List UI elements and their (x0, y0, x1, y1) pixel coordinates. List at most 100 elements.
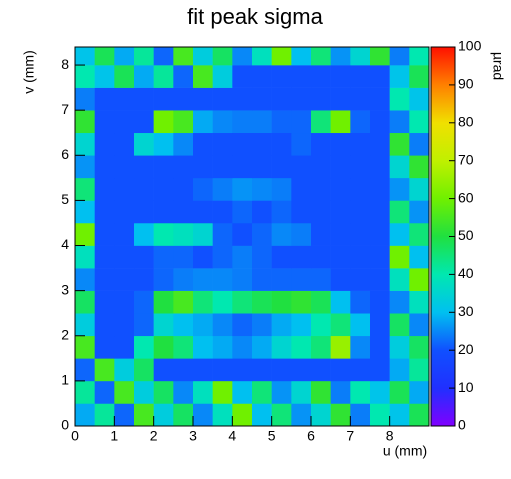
heatmap-cell (291, 200, 312, 224)
heatmap-cell (389, 132, 410, 156)
heatmap-cell (94, 132, 115, 156)
heatmap-cell (153, 222, 174, 246)
heatmap-cell (75, 132, 95, 156)
heatmap-cell (330, 155, 351, 179)
heatmap-cell (193, 47, 213, 66)
heatmap-cell (212, 110, 233, 134)
heatmap-cell (173, 132, 194, 156)
heatmap-cell (75, 65, 95, 88)
heatmap-cell (212, 268, 233, 291)
heatmap-cell (114, 335, 135, 359)
heatmap-cell (114, 222, 135, 246)
heatmap-cell (291, 313, 312, 337)
heatmap-cell (193, 177, 213, 201)
heatmap-cell (75, 268, 95, 291)
heatmap-cell (232, 132, 253, 156)
heatmap-cell (232, 403, 253, 427)
heatmap-cell (409, 268, 430, 291)
heatmap-cell (252, 222, 272, 246)
heatmap-cell (409, 47, 430, 66)
heatmap-cell (330, 222, 351, 246)
heatmap-cell (173, 313, 194, 337)
heatmap-cell (389, 65, 410, 88)
heatmap-cell (350, 87, 371, 111)
heatmap-cell (271, 268, 292, 291)
heatmap-cell (350, 65, 371, 88)
heatmap-cell (330, 268, 351, 291)
heatmap-cell (153, 65, 174, 88)
heatmap-cell (75, 155, 95, 179)
heatmap-cell (370, 87, 390, 111)
heatmap-cell (134, 268, 154, 291)
heatmap-cell (232, 110, 253, 134)
heatmap-cell (232, 290, 253, 314)
heatmap-cell (350, 222, 371, 246)
heatmap-cell (409, 335, 430, 359)
heatmap-cell (389, 177, 410, 201)
heatmap-cell (114, 87, 135, 111)
heatmap-cell (252, 313, 272, 337)
heatmap-cell (330, 358, 351, 382)
y-tick-label: 4 (61, 236, 69, 252)
heatmap-cell (153, 110, 174, 134)
heatmap-cell (311, 268, 331, 291)
heatmap-cell (350, 403, 371, 427)
heatmap-cell (153, 290, 174, 314)
heatmap-cell (291, 268, 312, 291)
heatmap-cell (350, 155, 371, 179)
heatmap-cell (232, 222, 253, 246)
heatmap-cell (271, 47, 292, 66)
heatmap-cell (389, 245, 410, 269)
colorbar-tick-label: 70 (458, 151, 474, 167)
heatmap-cell (153, 335, 174, 359)
heatmap-cell (134, 132, 154, 156)
heatmap-cell (252, 290, 272, 314)
heatmap-cell (252, 200, 272, 224)
heatmap-cell (75, 110, 95, 134)
heatmap-cell (134, 313, 154, 337)
colorbar-tick-label: 90 (458, 76, 474, 92)
heatmap-cell (94, 245, 115, 269)
heatmap-cell (75, 87, 95, 111)
heatmap-cell (291, 335, 312, 359)
heatmap-cell (75, 403, 95, 427)
heatmap-cell (370, 110, 390, 134)
heatmap-cell (252, 65, 272, 88)
heatmap-cell (271, 403, 292, 427)
heatmap-cell (94, 177, 115, 201)
heatmap-cell (94, 290, 115, 314)
heatmap-cell (212, 380, 233, 404)
heatmap-cell (311, 380, 331, 404)
heatmap-cell (311, 290, 331, 314)
heatmap-cell (252, 245, 272, 269)
heatmap-cell (252, 155, 272, 179)
heatmap-cell (94, 65, 115, 88)
heatmap-cell (153, 313, 174, 337)
heatmap-cell (173, 65, 194, 88)
heatmap-cell (212, 222, 233, 246)
heatmap-cell (271, 177, 292, 201)
heatmap-cell (75, 335, 95, 359)
heatmap-cell (350, 358, 371, 382)
heatmap-cell (193, 132, 213, 156)
heatmap-cell (271, 245, 292, 269)
heatmap-cell (370, 313, 390, 337)
heatmap-cell (350, 290, 371, 314)
heatmap-cell (94, 87, 115, 111)
heatmap-cell (94, 155, 115, 179)
y-tick-label: 5 (61, 191, 69, 207)
heatmap-cell (389, 47, 410, 66)
heatmap-cell (193, 358, 213, 382)
heatmap-cell (311, 87, 331, 111)
y-tick-label: 7 (61, 101, 69, 117)
heatmap-cell (212, 403, 233, 427)
heatmap-cell (330, 290, 351, 314)
heatmap-cell (291, 87, 312, 111)
heatmap-cell (389, 335, 410, 359)
heatmap-cell (114, 290, 135, 314)
heatmap-cell (94, 110, 115, 134)
heatmap-cell (212, 200, 233, 224)
heatmap-cell (134, 177, 154, 201)
heatmap-cell (173, 155, 194, 179)
